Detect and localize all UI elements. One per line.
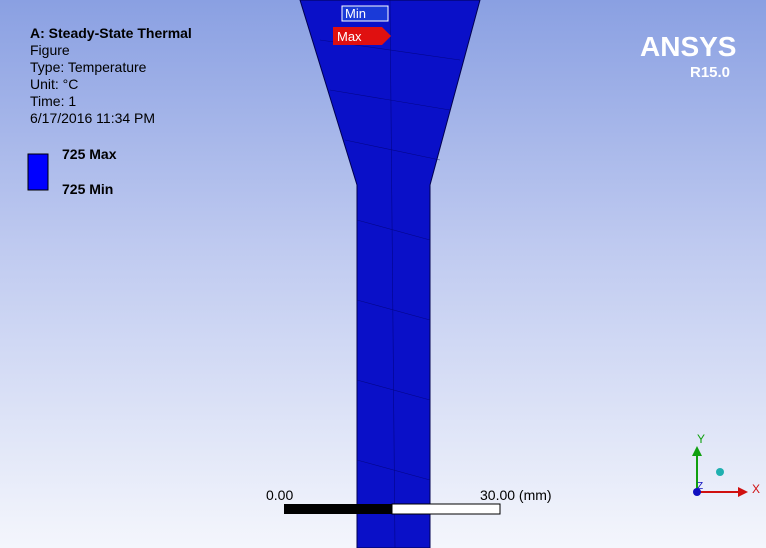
model-body [300,0,480,548]
info-line: Figure [30,42,70,59]
triad-iso [716,468,724,476]
model-view [0,0,766,548]
info-line: 6/17/2016 11:34 PM [30,110,155,127]
brand: ANSYS [640,32,736,62]
scale-bar-black [284,504,392,514]
triad-x-label: X [752,481,760,498]
scale-start: 0.00 [266,487,293,504]
legend-max: 725 Max [62,146,116,163]
max-probe: Max [337,28,362,45]
legend-swatch [28,154,48,190]
triad-z-label: Z [697,478,703,495]
version: R15.0 [690,64,730,81]
legend-min: 725 Min [62,181,113,198]
info-line: Unit: °C [30,76,78,93]
triad-x-head [738,487,748,497]
info-line: Type: Temperature [30,59,146,76]
viewport: A: Steady-State Thermal Figure Type: Tem… [0,0,766,548]
scale-end: 30.00 (mm) [480,487,552,504]
info-line: Time: 1 [30,93,76,110]
title: A: Steady-State Thermal [30,25,192,42]
scale-bar-white [392,504,500,514]
triad-y-label: Y [697,431,705,448]
min-probe: Min [345,5,366,22]
